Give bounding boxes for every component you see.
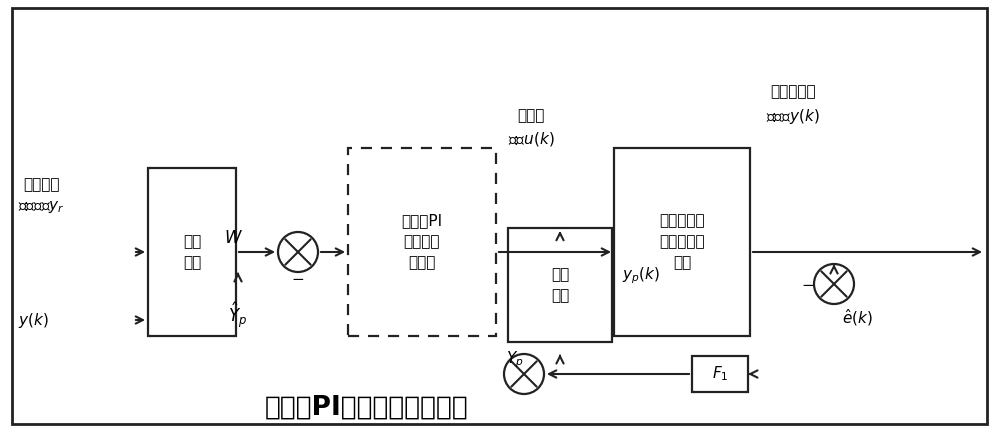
Text: $Y_p$: $Y_p$ [506, 349, 524, 370]
Text: $-$: $-$ [801, 276, 815, 292]
Text: 减温喷
水量$u(k)$: 减温喷 水量$u(k)$ [508, 108, 555, 148]
Text: 预测
模型: 预测 模型 [551, 267, 569, 303]
Text: 参考
轨迹: 参考 轨迹 [183, 234, 201, 270]
Text: $\hat{Y}_p$: $\hat{Y}_p$ [228, 300, 247, 330]
Text: 火电厂锅炉
主蒸汽温度
系统: 火电厂锅炉 主蒸汽温度 系统 [659, 213, 705, 270]
Text: $W$: $W$ [224, 229, 243, 247]
Text: $-$: $-$ [291, 270, 305, 286]
FancyBboxPatch shape [508, 228, 612, 342]
Text: 主蒸汽温
度设定值$y_r$: 主蒸汽温 度设定值$y_r$ [18, 177, 65, 215]
FancyBboxPatch shape [148, 168, 236, 336]
FancyBboxPatch shape [692, 356, 748, 392]
Text: 主蒸汽温度
测量值$y(k)$: 主蒸汽温度 测量值$y(k)$ [766, 85, 820, 126]
Text: $F_1$: $F_1$ [712, 365, 728, 383]
FancyBboxPatch shape [348, 148, 496, 336]
Text: 分数阶PI
型性能指
标优化: 分数阶PI 型性能指 标优化 [401, 213, 443, 270]
Text: $y_p(k)$: $y_p(k)$ [622, 266, 660, 286]
FancyBboxPatch shape [614, 148, 750, 336]
Text: $y(k)$: $y(k)$ [18, 311, 49, 330]
FancyBboxPatch shape [12, 8, 987, 424]
Text: 分数阶PI动态矩阵控制算法: 分数阶PI动态矩阵控制算法 [265, 395, 469, 421]
Text: $\hat{e}(k)$: $\hat{e}(k)$ [842, 308, 873, 328]
